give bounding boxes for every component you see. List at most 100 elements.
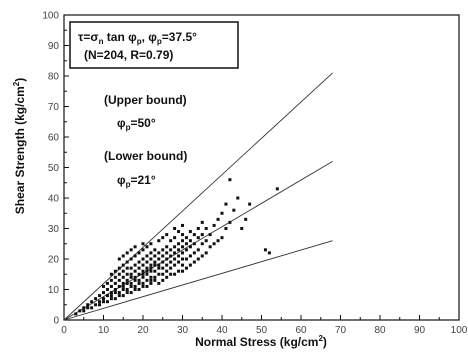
data-point: [153, 254, 157, 258]
data-point: [121, 254, 125, 258]
data-point: [200, 233, 204, 237]
data-point: [125, 251, 129, 255]
data-point: [109, 291, 113, 295]
data-point: [133, 254, 137, 258]
data-point: [78, 309, 82, 313]
lower-bound-phi: φp=21°: [117, 173, 156, 189]
data-point: [125, 272, 129, 276]
data-point: [196, 227, 200, 230]
upper-bound-line: [63, 72, 333, 321]
data-point: [181, 245, 184, 249]
x-tick-label: 70: [335, 325, 347, 336]
data-point: [141, 275, 145, 279]
data-point: [102, 291, 105, 295]
data-point: [141, 263, 145, 267]
y-tick-label: 40: [48, 194, 60, 205]
data-point: [109, 284, 113, 288]
data-point: [192, 233, 196, 237]
data-point: [161, 278, 165, 282]
data-point: [113, 269, 117, 273]
data-point: [102, 297, 105, 301]
data-point: [232, 208, 236, 212]
data-point: [86, 303, 90, 307]
x-tick-label: 90: [414, 325, 426, 336]
data-point: [109, 294, 113, 298]
data-point: [149, 278, 153, 282]
data-point: [184, 248, 188, 252]
data-point: [188, 245, 192, 249]
data-point: [94, 297, 98, 301]
equation-stats: (N=204, R=0.79): [84, 48, 173, 62]
data-point: [149, 251, 153, 255]
data-point: [169, 248, 173, 252]
data-point: [137, 260, 141, 264]
data-point: [204, 239, 208, 243]
data-point: [145, 260, 149, 264]
data-point: [141, 257, 145, 261]
data-point: [181, 263, 184, 267]
data-point: [228, 178, 232, 182]
data-point: [145, 266, 149, 270]
data-point: [173, 263, 177, 267]
equation-formula: τ=σn tan φp, φp=37.5°: [78, 30, 197, 46]
data-point: [137, 251, 141, 255]
lower-bound-line: [63, 240, 333, 321]
data-point: [192, 260, 196, 264]
data-point: [117, 257, 121, 261]
data-point: [184, 266, 188, 270]
data-point: [125, 278, 129, 282]
data-point: [188, 254, 192, 258]
data-point: [133, 263, 137, 267]
data-point: [125, 266, 129, 270]
data-point: [161, 266, 165, 270]
data-point: [125, 291, 129, 295]
data-point: [157, 266, 161, 270]
data-point: [196, 257, 200, 261]
data-point: [196, 236, 200, 240]
x-axis-title: Normal Stress (kg/cm2): [195, 334, 327, 349]
data-point: [125, 281, 129, 285]
data-point: [192, 242, 196, 246]
data-point: [121, 288, 125, 291]
x-tick-label: 20: [137, 325, 149, 336]
x-tick-label: 80: [374, 325, 386, 336]
data-point: [153, 263, 157, 267]
data-point: [161, 260, 165, 264]
data-point: [200, 254, 204, 258]
lower-bound-label: (Lower bound): [104, 149, 187, 163]
data-point: [98, 303, 102, 307]
data-point: [149, 242, 153, 246]
data-point: [220, 236, 224, 240]
x-tick-label: 0: [61, 325, 67, 336]
data-point: [129, 281, 133, 285]
data-point: [149, 263, 153, 267]
data-point: [117, 294, 121, 298]
data-point: [145, 278, 149, 282]
plot-area: 0 10 20 30 40 50 60 70 80 90 100 0 10 20 30 40 50 60 70 80 9…: [42, 11, 467, 337]
data-point: [169, 260, 173, 264]
y-tick-label: 90: [48, 41, 60, 52]
data-point: [137, 278, 141, 282]
data-point: [117, 278, 121, 282]
y-tick-label: 70: [48, 102, 60, 113]
data-point: [105, 300, 109, 304]
data-point: [133, 288, 137, 291]
data-point: [263, 248, 267, 252]
data-point: [133, 284, 137, 288]
data-point: [117, 291, 121, 295]
data-point: [109, 297, 113, 301]
data-point: [145, 245, 149, 249]
data-point: [157, 281, 161, 285]
x-tick-label: 40: [216, 325, 228, 336]
data-point: [153, 275, 157, 279]
data-point: [149, 266, 153, 270]
data-point: [220, 211, 224, 215]
y-tick-label: 10: [48, 285, 60, 296]
data-point: [129, 291, 133, 295]
data-point: [141, 272, 145, 276]
data-point: [157, 263, 161, 267]
data-point: [236, 196, 240, 200]
data-point: [149, 275, 153, 279]
data-point: [169, 266, 173, 270]
data-point: [224, 227, 228, 230]
